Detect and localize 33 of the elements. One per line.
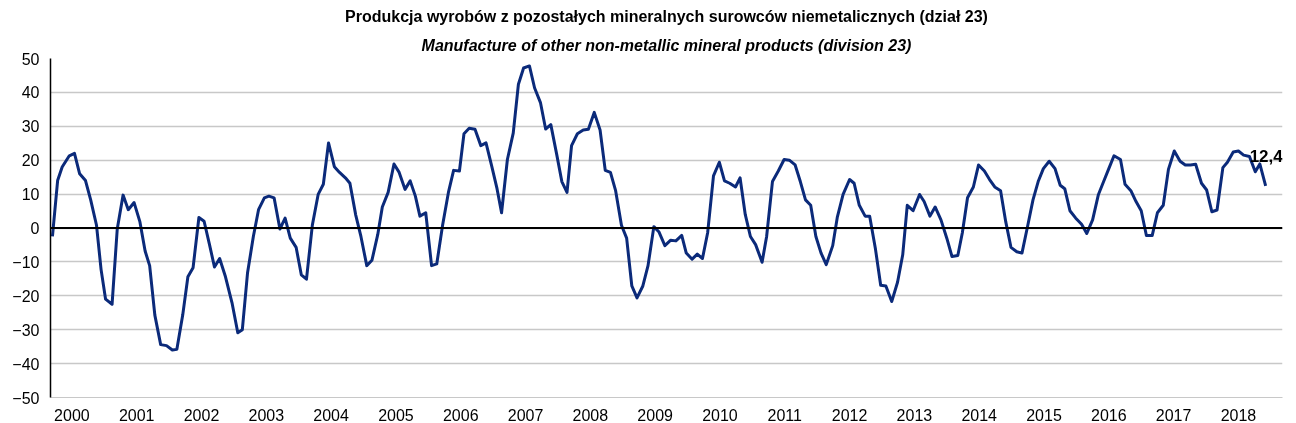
x-tick-label: 2010 xyxy=(702,406,738,423)
x-tick-label: 2007 xyxy=(507,406,544,423)
x-tick-label: 2017 xyxy=(1155,406,1192,423)
y-tick-label: 20 xyxy=(21,152,40,170)
x-tick-label: 2006 xyxy=(442,406,479,423)
x-tick-label: 2015 xyxy=(1026,406,1062,423)
x-tick-label: 2016 xyxy=(1091,406,1127,423)
chart-subtitle: Manufacture of other non-metallic mineral products (division 23) xyxy=(421,36,912,54)
chart-title: Produkcja wyrobów z pozostałych mineralnych surowców niemetalicznych (dział 23) xyxy=(345,7,988,25)
y-tick-label: −20 xyxy=(12,287,40,305)
x-tick-label: 2012 xyxy=(831,406,868,423)
annotation: 12,4 xyxy=(1249,146,1284,166)
x-tick-label: 2004 xyxy=(313,406,350,423)
y-tick-label: −40 xyxy=(12,355,40,373)
x-tick-label: 2014 xyxy=(961,406,998,423)
x-tick-label: 2001 xyxy=(118,406,155,423)
x-tick-label: 2011 xyxy=(767,406,803,423)
x-tick-label: 2002 xyxy=(183,406,220,423)
y-tick-label: 10 xyxy=(21,186,40,204)
y-tick-label: −30 xyxy=(12,321,40,339)
x-tick-label: 2000 xyxy=(54,406,90,423)
y-tick-label: 50 xyxy=(21,50,40,68)
y-tick-label: 30 xyxy=(21,118,40,136)
y-tick-label: −50 xyxy=(12,389,40,407)
y-tick-label: 40 xyxy=(21,84,40,102)
x-tick-label: 2005 xyxy=(378,406,414,423)
x-tick-label: 2013 xyxy=(896,406,933,423)
x-tick-label: 2018 xyxy=(1220,406,1257,423)
x-tick-label: 2003 xyxy=(248,406,285,423)
x-tick-label: 2009 xyxy=(637,406,674,423)
y-tick-label: 0 xyxy=(30,220,40,237)
x-tick-label: 2008 xyxy=(572,406,609,423)
y-tick-label: −10 xyxy=(12,253,40,271)
